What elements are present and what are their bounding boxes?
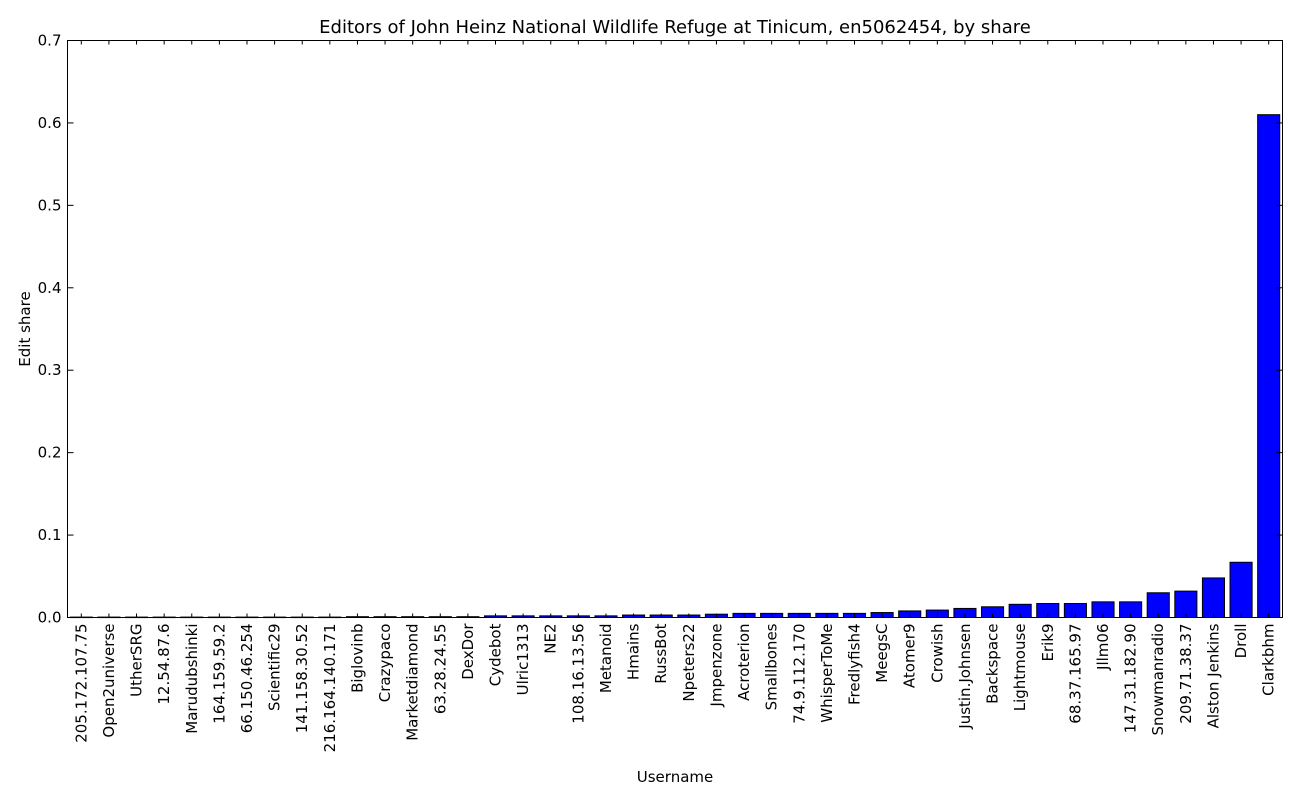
x-tick-label: Lightmouse: [1011, 624, 1029, 712]
y-tick-label: 0.4: [38, 279, 62, 297]
x-tick-label: 205.172.107.75: [72, 624, 90, 743]
y-tick-label: 0.2: [38, 444, 62, 462]
x-tick-label: Droll: [1232, 624, 1250, 659]
y-tick-label: 0.0: [38, 609, 62, 627]
bar: [1229, 561, 1253, 619]
y-tick-label: 0.7: [38, 32, 62, 50]
x-tick-label: Npeters22: [680, 624, 698, 702]
x-tick-label: Scientific29: [266, 624, 284, 712]
x-tick-label: 147.31.182.90: [1122, 624, 1140, 734]
chart-title: Editors of John Heinz National Wildlife …: [319, 17, 1031, 38]
x-tick-label: 74.9.112.170: [790, 624, 808, 724]
x-tick-label: Marudubshinki: [183, 624, 201, 734]
x-tick-label: 63.28.24.55: [431, 624, 449, 715]
y-tick-label: 0.1: [38, 526, 62, 544]
x-tick-label: WhisperToMe: [818, 624, 836, 723]
x-tick-label: DexDor: [459, 623, 477, 680]
ticks-group: [67, 40, 1283, 618]
x-tick-label: NE2: [542, 624, 560, 654]
x-tick-label: Jmpenzone: [707, 624, 725, 708]
x-tick-label: Justin.Johnsen: [956, 624, 974, 730]
x-tick-label: Metanoid: [597, 624, 615, 694]
bar: [1257, 114, 1281, 618]
x-tick-label: Crowish: [928, 624, 946, 683]
x-tick-label: Atomer9: [901, 624, 919, 689]
y-tick-label: 0.5: [38, 196, 62, 214]
x-tick-label: Erik9: [1039, 624, 1057, 662]
bar: [1201, 577, 1226, 618]
x-tick-label: Biglovinb: [348, 624, 366, 693]
x-tick-label: Marketdiamond: [404, 624, 422, 741]
x-tick-label: Hmains: [625, 623, 643, 680]
y-tick-labels: 0.0 0.1 0.2 0.3 0.4 0.5 0.6 0.7: [38, 32, 62, 627]
x-tick-label: 66.150.46.254: [238, 624, 256, 734]
plot-frame: [67, 40, 1283, 618]
x-tick-label: Backspace: [984, 624, 1002, 704]
x-tick-label: 68.37.165.97: [1066, 624, 1084, 724]
x-tick-label: Cydebot: [487, 623, 505, 686]
x-tick-label: Smallbones: [763, 623, 781, 710]
x-tick-label: UtherSRG: [128, 624, 146, 697]
bars-group: [69, 114, 1281, 619]
x-tick-label: 108.16.13.56: [569, 624, 587, 724]
x-tick-labels: 205.172.107.75 Open2universe UtherSRG 12.54…: [72, 623, 1277, 753]
x-tick-label: Crazypaco: [376, 624, 394, 703]
x-tick-label: 216.164.140.171: [321, 624, 339, 753]
x-tick-label: 141.158.30.52: [293, 624, 311, 734]
x-tick-label: RussBot: [652, 623, 670, 683]
x-tick-label: Acroterion: [735, 624, 753, 701]
x-tick-label: Fredlyfish4: [845, 624, 863, 705]
x-tick-label: Clarkbhm: [1260, 624, 1278, 696]
x-tick-label: Snowmanradio: [1149, 624, 1167, 736]
x-tick-label: Alston Jenkins: [1204, 623, 1222, 728]
y-axis-label: Edit share: [16, 291, 34, 366]
x-tick-label: Jllm06: [1094, 624, 1112, 671]
x-tick-label: 12.54.87.6: [155, 624, 173, 705]
x-axis-label: Username: [637, 768, 713, 786]
x-tick-label: Open2universe: [100, 624, 118, 738]
x-tick-label: Ulric1313: [514, 624, 532, 696]
x-tick-label: 209.71.38.37: [1177, 624, 1195, 724]
y-tick-label: 0.3: [38, 361, 62, 379]
x-tick-label: MeegsC: [873, 624, 891, 683]
x-tick-label: 164.159.59.2: [210, 624, 228, 724]
y-tick-label: 0.6: [38, 114, 62, 132]
